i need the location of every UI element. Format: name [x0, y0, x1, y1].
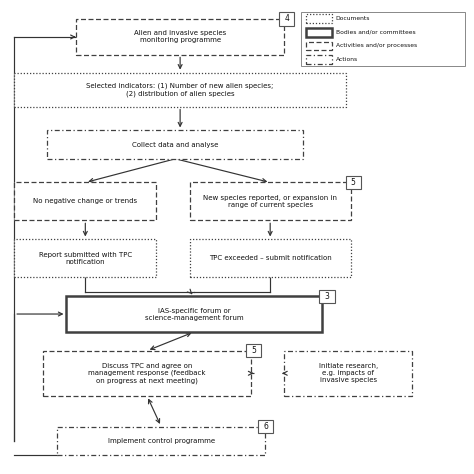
Bar	[306, 55, 332, 64]
Text: Implement control programme: Implement control programme	[108, 438, 215, 444]
Bar	[246, 344, 261, 357]
Bar	[346, 176, 361, 189]
Bar	[57, 427, 265, 455]
Bar	[319, 290, 335, 303]
Bar	[76, 19, 284, 55]
Text: Selected indicators: (1) Number of new alien species;
(2) distribution of alien : Selected indicators: (1) Number of new a…	[86, 82, 274, 97]
Bar	[14, 73, 346, 107]
Bar	[47, 130, 303, 159]
Bar	[14, 182, 156, 220]
Bar	[306, 42, 332, 50]
Text: TPC exceeded – submit notification: TPC exceeded – submit notification	[209, 255, 331, 261]
Text: Alien and invasive species
monitoring programme: Alien and invasive species monitoring pr…	[134, 30, 226, 43]
Bar	[301, 12, 465, 66]
Text: Documents: Documents	[336, 16, 370, 21]
Text: Report submitted with TPC
notification: Report submitted with TPC notification	[39, 252, 132, 265]
Text: 5: 5	[251, 346, 256, 355]
Bar	[190, 182, 351, 220]
Text: 5: 5	[351, 178, 356, 187]
Text: 4: 4	[284, 15, 289, 23]
Text: Discuss TPC and agree on
management response (feedback
on progress at next meeti: Discuss TPC and agree on management resp…	[88, 363, 206, 384]
Bar	[190, 239, 351, 277]
Text: New species reported, or expansion in
range of current species: New species reported, or expansion in ra…	[203, 195, 337, 208]
Text: Activities and/or processes: Activities and/or processes	[336, 44, 417, 48]
Bar	[279, 12, 294, 26]
Bar	[66, 296, 322, 332]
Bar	[43, 351, 251, 396]
Text: Actions: Actions	[336, 57, 358, 62]
Text: No negative change or trends: No negative change or trends	[33, 199, 137, 204]
Bar	[258, 420, 273, 433]
Text: IAS-specific forum or
science-management forum: IAS-specific forum or science-management…	[145, 308, 244, 320]
Text: Bodies and/or committees: Bodies and/or committees	[336, 30, 415, 35]
Text: 6: 6	[263, 422, 268, 431]
Bar	[306, 14, 332, 23]
Text: Collect data and analyse: Collect data and analyse	[132, 142, 219, 147]
Text: 3: 3	[325, 292, 329, 301]
Bar	[306, 28, 332, 36]
Bar	[284, 351, 412, 396]
Bar	[14, 239, 156, 277]
Text: Initiate research,
e.g. impacts of
invasive species: Initiate research, e.g. impacts of invas…	[319, 363, 378, 383]
